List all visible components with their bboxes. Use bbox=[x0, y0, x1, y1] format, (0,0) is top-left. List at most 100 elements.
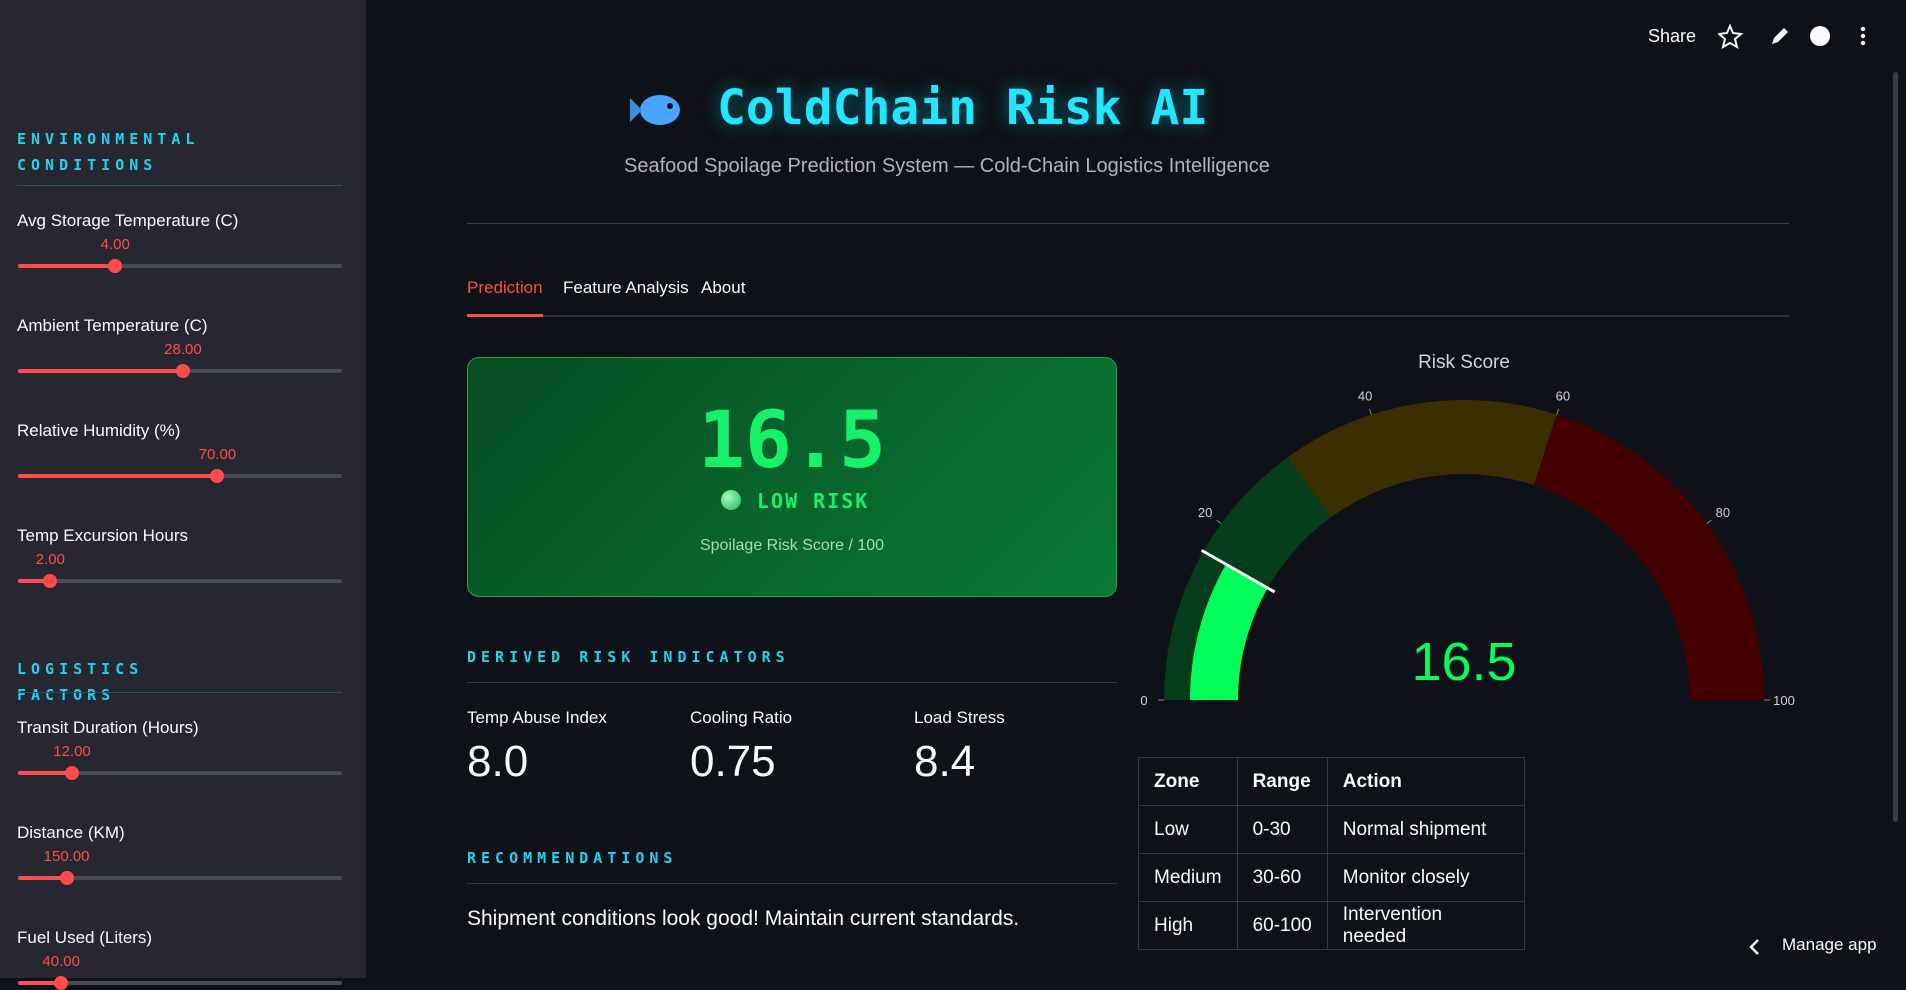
slider-label: Distance (KM) bbox=[17, 823, 125, 842]
slider-label: Fuel Used (Liters) bbox=[17, 928, 153, 947]
table-cell: 60-100 bbox=[1236, 901, 1328, 950]
column-header: Range bbox=[1236, 757, 1328, 806]
slider-thumb[interactable] bbox=[210, 469, 225, 483]
table-row: High 60-100 Intervention needed bbox=[1138, 901, 1525, 950]
slider-value: 70.00 bbox=[198, 446, 237, 463]
slider-fill bbox=[18, 369, 183, 373]
table-cell: Normal shipment bbox=[1326, 805, 1525, 854]
menu-icon bbox=[1860, 40, 1866, 46]
divider bbox=[467, 223, 1789, 224]
risk-caption: Spoilage Risk Score / 100 bbox=[699, 537, 885, 554]
gauge-title: Risk Score bbox=[1418, 352, 1510, 373]
gauge-tick-label: 100 bbox=[1773, 693, 1795, 708]
toolbar-icons bbox=[1718, 24, 1866, 50]
slider-value: 40.00 bbox=[42, 953, 80, 970]
fish-icon bbox=[630, 95, 680, 125]
metric-value: 0.75 bbox=[690, 737, 776, 786]
gauge-value: 16.5 bbox=[1411, 632, 1516, 692]
slider-thumb[interactable] bbox=[175, 364, 190, 378]
table-cell: 30-60 bbox=[1236, 853, 1328, 902]
tab[interactable]: About bbox=[701, 278, 746, 297]
slider-thumb[interactable] bbox=[43, 574, 58, 588]
tab[interactable]: Feature Analysis bbox=[563, 278, 689, 297]
status-dot bbox=[721, 490, 741, 510]
chevron-icon bbox=[1749, 939, 1759, 955]
table-cell: Medium bbox=[1138, 853, 1238, 902]
gauge-tick-label: 40 bbox=[1358, 389, 1372, 404]
gauge-bar bbox=[1190, 564, 1268, 700]
slider-thumb[interactable] bbox=[108, 259, 123, 273]
risk-card: 16.5 LOW RISK Spoilage Risk Score / 100 bbox=[467, 357, 1117, 597]
gauge-tick-label: 0 bbox=[1140, 693, 1147, 708]
app-title: ColdChain Risk AI bbox=[717, 80, 1209, 136]
manage-app[interactable]: Manage app bbox=[1782, 935, 1877, 954]
divider bbox=[467, 883, 1117, 884]
gauge-tick-label: 20 bbox=[1198, 505, 1212, 520]
metric-label: Load Stress bbox=[914, 708, 1005, 727]
slider-value: 12.00 bbox=[53, 743, 91, 760]
gauge-tick bbox=[1368, 408, 1372, 415]
slider-fill bbox=[18, 771, 72, 775]
slider-track bbox=[18, 579, 342, 583]
divider bbox=[17, 185, 342, 186]
divider bbox=[467, 682, 1117, 683]
slider-value: 2.00 bbox=[35, 551, 65, 568]
section-heading: ENVIRONMENTAL CONDITIONS bbox=[17, 130, 200, 174]
metric-value: 8.4 bbox=[914, 737, 976, 786]
slider-thumb[interactable] bbox=[54, 976, 69, 990]
gauge-tick-label: 80 bbox=[1716, 505, 1730, 520]
column-header: Action bbox=[1326, 757, 1525, 806]
table-cell: Monitor closely bbox=[1326, 853, 1525, 902]
slider-thumb[interactable] bbox=[65, 766, 79, 780]
table-header: Zone Range Action bbox=[1138, 757, 1525, 806]
menu-icon[interactable] bbox=[1860, 26, 1866, 32]
gauge-step bbox=[1287, 400, 1557, 518]
gauge-chart: Risk Score 0 20 40 60 80 100 16.5 bbox=[1140, 352, 1795, 708]
slider-label: Avg Storage Temperature (C) bbox=[17, 211, 239, 230]
tab-rule bbox=[467, 315, 1789, 317]
slider-label: Relative Humidity (%) bbox=[17, 421, 181, 440]
table-cell: Low bbox=[1138, 805, 1238, 854]
risk-score: 16.5 bbox=[698, 396, 886, 486]
slider-fill bbox=[18, 579, 51, 583]
gauge-threshold bbox=[1200, 549, 1276, 594]
slider-fill bbox=[18, 474, 218, 478]
slider-track bbox=[18, 771, 342, 775]
star-icon[interactable] bbox=[1718, 24, 1744, 50]
gauge-tick bbox=[1216, 519, 1222, 525]
column-header: Zone bbox=[1138, 757, 1238, 806]
tab-underline bbox=[467, 314, 543, 317]
gauge-tick bbox=[1706, 519, 1712, 525]
table-cell: Intervention needed bbox=[1326, 901, 1525, 950]
table-row: Low 0-30 Normal shipment bbox=[1138, 805, 1525, 854]
table-cell: High bbox=[1138, 901, 1238, 950]
section-title: DERIVED RISK INDICATORS bbox=[467, 648, 790, 666]
slider-thumb[interactable] bbox=[59, 871, 74, 885]
menu-icon bbox=[1860, 33, 1866, 39]
divider bbox=[17, 692, 342, 693]
slider-value: 150.00 bbox=[43, 848, 90, 865]
table-row: Medium 30-60 Monitor closely bbox=[1138, 853, 1525, 902]
gauge-tick-label: 60 bbox=[1556, 389, 1570, 404]
github-icon[interactable] bbox=[1810, 26, 1830, 46]
metric-label: Cooling Ratio bbox=[690, 708, 793, 727]
slider-fill bbox=[18, 876, 67, 880]
tab[interactable]: Prediction bbox=[467, 278, 543, 297]
sidebar: ENVIRONMENTAL CONDITIONS Avg Storage Temp… bbox=[0, 0, 366, 990]
slider-value: 28.00 bbox=[164, 341, 202, 358]
slider-fill bbox=[18, 264, 116, 268]
share-button[interactable]: Share bbox=[1648, 26, 1697, 46]
recommendation-text: Shipment conditions look good! Maintain … bbox=[467, 907, 1020, 930]
risk-level: LOW RISK bbox=[757, 489, 870, 513]
zone-table: Zone Range Action Low 0-30 Normal shipment Med… bbox=[1138, 757, 1525, 950]
slider-label: Temp Excursion Hours bbox=[17, 526, 189, 545]
edit-icon[interactable] bbox=[1772, 28, 1788, 44]
gauge-tick bbox=[1556, 408, 1560, 415]
subtitle: Seafood Spoilage Prediction System — Col… bbox=[624, 155, 1270, 177]
slider-label: Ambient Temperature (C) bbox=[17, 316, 208, 335]
slider-track bbox=[18, 264, 342, 268]
section-heading: LOGISTICS FACTORS bbox=[17, 660, 144, 704]
slider-value: 4.00 bbox=[100, 236, 130, 253]
slider-label: Transit Duration (Hours) bbox=[17, 718, 199, 737]
